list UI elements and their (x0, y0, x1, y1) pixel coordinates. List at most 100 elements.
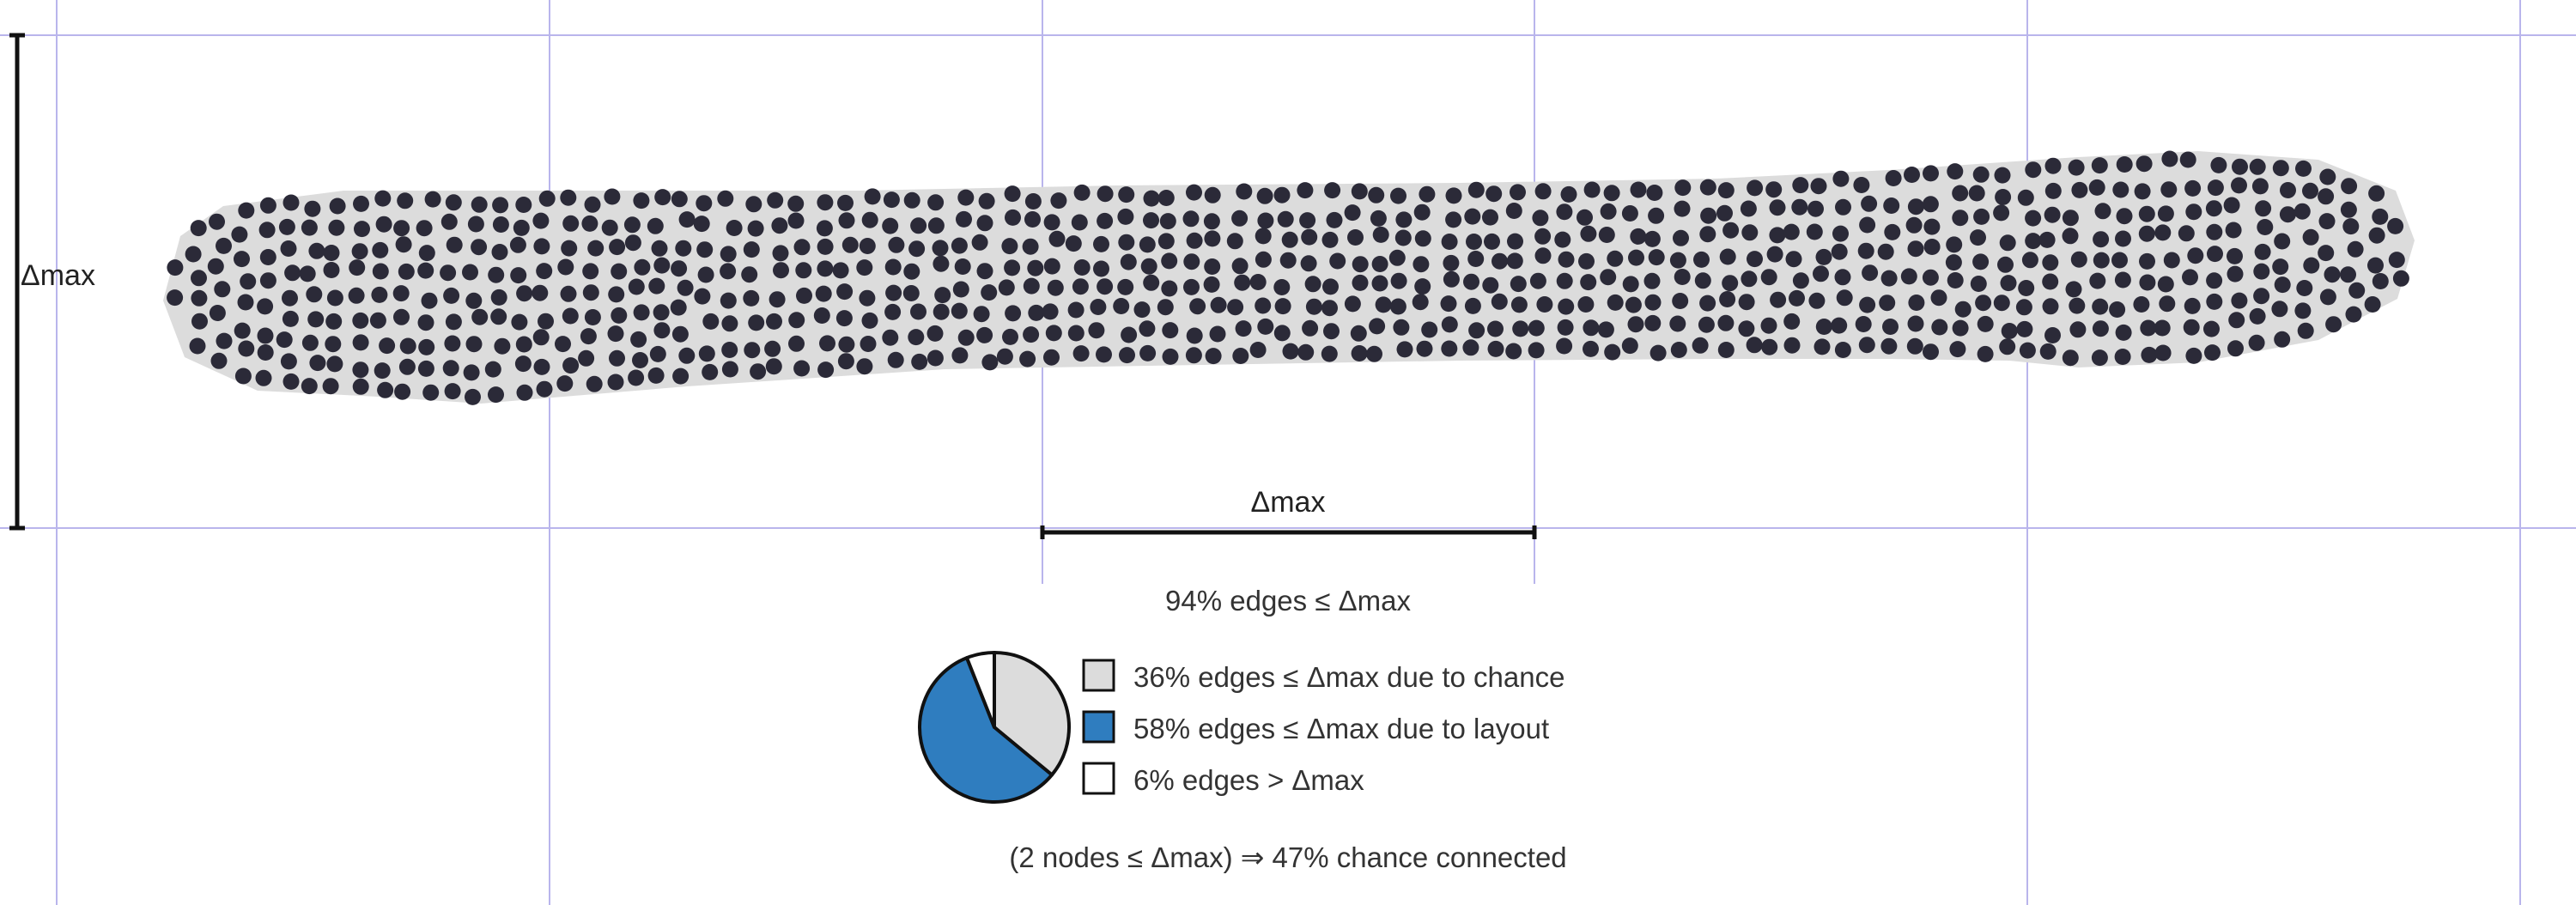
graph-node (1047, 279, 1064, 296)
graph-node (2016, 320, 2033, 337)
graph-node (1304, 276, 1321, 293)
graph-node (1390, 187, 1406, 204)
graph-node (1995, 189, 2012, 205)
graph-node (2140, 319, 2157, 337)
graph-node (417, 262, 434, 279)
graph-node (927, 325, 944, 342)
graph-node (2231, 177, 2247, 194)
graph-node (1510, 296, 1528, 313)
graph-node (1389, 298, 1406, 315)
graph-node (398, 263, 415, 280)
graph-node (1625, 296, 1642, 313)
graph-node (1600, 203, 1617, 220)
graph-node (2297, 322, 2314, 339)
graph-node (1274, 298, 1291, 315)
graph-node (670, 299, 687, 316)
graph-node (1042, 303, 1059, 320)
node-cluster (167, 150, 2409, 405)
graph-node (2042, 298, 2059, 315)
graph-node (257, 327, 274, 344)
graph-node (237, 294, 254, 311)
graph-node (417, 314, 434, 331)
graph-node (1347, 229, 1364, 246)
graph-node (323, 245, 340, 261)
graph-node (1072, 345, 1090, 362)
graph-node (1231, 210, 1249, 227)
graph-node (2019, 342, 2036, 359)
graph-node (1487, 320, 1504, 337)
graph-node (1859, 296, 1876, 313)
graph-node (1644, 294, 1662, 311)
graph-node (2318, 188, 2335, 205)
graph-node (536, 263, 553, 280)
graph-node (817, 194, 834, 211)
graph-node (562, 357, 580, 374)
graph-node (787, 212, 805, 229)
horizontal-dimension (1040, 525, 1537, 539)
graph-node (1256, 187, 1273, 204)
graph-node (1972, 166, 1990, 183)
graph-node (743, 241, 760, 258)
graph-node (1088, 322, 1105, 339)
graph-node (628, 278, 645, 295)
graph-node (2062, 349, 2079, 367)
graph-node (2318, 213, 2336, 230)
graph-node (693, 216, 710, 233)
graph-node (1931, 319, 1948, 336)
graph-node (1630, 228, 1647, 245)
graph-node (838, 212, 855, 229)
graph-node (1372, 226, 1389, 243)
graph-node (280, 353, 297, 370)
graph-node (2044, 157, 2062, 174)
graph-node (1621, 205, 1638, 222)
graph-node (1607, 250, 1624, 267)
graph-node (1747, 179, 1764, 197)
graph-node (747, 220, 764, 237)
graph-node (957, 329, 975, 346)
graph-node (1507, 233, 1523, 250)
graph-node (191, 289, 208, 307)
graph-node (1670, 342, 1687, 358)
graph-node (1970, 276, 1987, 292)
graph-node (628, 369, 645, 386)
graph-node (492, 197, 509, 214)
graph-node (399, 337, 416, 355)
graph-node (443, 287, 460, 304)
graph-node (1699, 295, 1716, 312)
graph-node (978, 192, 995, 210)
graph-node (2231, 292, 2248, 309)
graph-node (1906, 337, 1923, 355)
graph-node (1908, 295, 1925, 311)
graph-node (671, 191, 688, 208)
graph-node (1719, 248, 1736, 265)
graph-node (323, 262, 340, 278)
graph-node (653, 257, 671, 274)
graph-node (654, 189, 671, 206)
graph-node (1302, 319, 1319, 337)
graph-node (1231, 258, 1249, 275)
graph-node (1506, 252, 1523, 270)
graph-node (1388, 249, 1406, 266)
graph-node (1441, 340, 1458, 357)
graph-node (1973, 208, 1990, 225)
graph-node (971, 234, 988, 251)
graph-node (1831, 243, 1848, 260)
graph-node (910, 217, 927, 234)
graph-node (2044, 327, 2061, 343)
graph-node (2069, 297, 2086, 314)
graph-node (561, 240, 578, 257)
graph-node (1993, 204, 2010, 222)
graph-node (1954, 301, 1971, 318)
graph-node (1462, 339, 1479, 356)
graph-node (516, 285, 533, 302)
graph-node (1414, 278, 1431, 295)
graph-node (1930, 289, 1947, 307)
graph-node (2062, 228, 2079, 245)
graph-node (813, 307, 830, 324)
graph-node (1371, 256, 1388, 272)
graph-node (1441, 316, 1458, 333)
graph-node (1048, 230, 1066, 247)
graph-node (1299, 212, 1316, 229)
graph-node (1604, 343, 1621, 361)
graph-node (1583, 319, 1600, 337)
